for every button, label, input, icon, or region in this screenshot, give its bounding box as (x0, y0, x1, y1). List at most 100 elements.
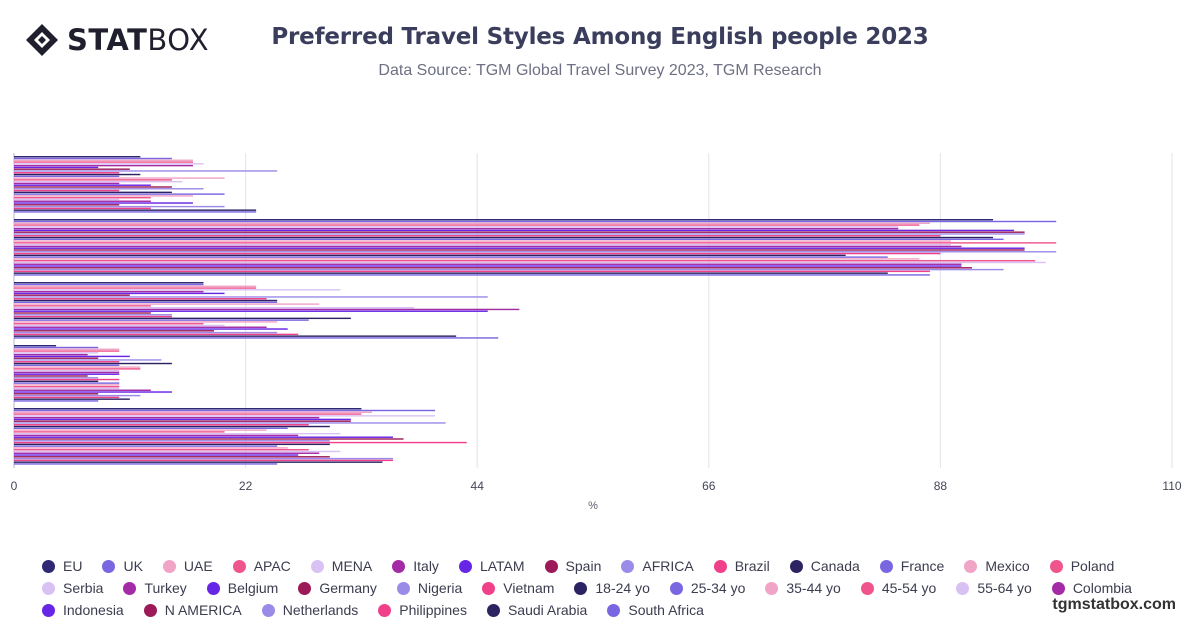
legend-item-uae[interactable]: UAE (162, 557, 213, 575)
bar-serbia-group-2[interactable] (14, 243, 951, 246)
bar-turkey-group-4[interactable] (14, 371, 120, 374)
bar-55-64-yo-group-2[interactable] (14, 261, 1046, 264)
bar-n-america-group-4[interactable] (14, 393, 99, 395)
bar-mexico-group-2[interactable] (14, 240, 951, 242)
bar-25-34-yo-group-1[interactable] (14, 193, 225, 195)
bar-18-24-yo-group-3[interactable] (14, 317, 351, 320)
bar-indonesia-group-3[interactable] (14, 328, 288, 330)
bar-25-34-yo-group-4[interactable] (14, 382, 120, 384)
bar-serbia-group-3[interactable] (14, 306, 415, 309)
bar-18-24-yo-group-4[interactable] (14, 380, 99, 383)
bar-france-group-2[interactable] (14, 238, 1004, 241)
brand-logo[interactable]: STATBOX (25, 22, 209, 58)
bar-serbia-group-1[interactable] (14, 180, 183, 183)
bar-uk-group-5[interactable] (14, 409, 436, 412)
bar-germany-group-2[interactable] (14, 249, 1025, 251)
bar-latam-group-1[interactable] (14, 166, 99, 169)
bar-france-group-5[interactable] (14, 427, 288, 430)
bar-25-34-yo-group-3[interactable] (14, 319, 309, 321)
legend-item-25-34-yo[interactable]: 25-34 yo (669, 579, 745, 597)
bar-mena-group-4[interactable] (14, 352, 99, 354)
bar-africa-group-4[interactable] (14, 359, 162, 361)
bar-latam-group-5[interactable] (14, 418, 351, 421)
legend-item-saudi-arabia[interactable]: Saudi Arabia (486, 601, 587, 619)
bar-germany-group-3[interactable] (14, 312, 151, 314)
legend-item-brazil[interactable]: Brazil (713, 557, 770, 575)
bar-uae-group-5[interactable] (14, 411, 372, 413)
bar-35-44-yo-group-3[interactable] (14, 321, 278, 323)
legend-item-35-44-yo[interactable]: 35-44 yo (765, 579, 841, 597)
bar-south-africa-group-1[interactable] (14, 211, 257, 213)
bar-nigeria-group-5[interactable] (14, 440, 330, 442)
bar-n-america-group-5[interactable] (14, 456, 330, 458)
bar-poland-group-3[interactable] (14, 305, 151, 307)
legend-item-nigeria[interactable]: Nigeria (396, 579, 462, 597)
bar-brazil-group-4[interactable] (14, 361, 120, 363)
bar-mena-group-2[interactable] (14, 226, 899, 228)
bar-colombia-group-2[interactable] (14, 263, 962, 265)
bar-uae-group-1[interactable] (14, 159, 193, 161)
legend-item-mena[interactable]: MENA (310, 557, 372, 575)
legend-item-mexico[interactable]: Mexico (964, 557, 1030, 575)
legend-item-colombia[interactable]: Colombia (1051, 579, 1132, 597)
bar-south-africa-group-5[interactable] (14, 463, 278, 465)
bar-france-group-1[interactable] (14, 175, 120, 178)
bar-colombia-group-1[interactable] (14, 200, 151, 202)
bar-canada-group-3[interactable] (14, 299, 278, 302)
bar-saudi-arabia-group-3[interactable] (14, 335, 457, 337)
bar-poland-group-4[interactable] (14, 368, 141, 370)
bar-35-44-yo-group-1[interactable] (14, 195, 193, 197)
bar-colombia-group-3[interactable] (14, 326, 267, 328)
bar-turkey-group-3[interactable] (14, 308, 520, 311)
bar-55-64-yo-group-5[interactable] (14, 450, 341, 453)
bar-latam-group-4[interactable] (14, 355, 130, 358)
bar-18-24-yo-group-5[interactable] (14, 443, 330, 446)
bar-italy-group-5[interactable] (14, 416, 320, 419)
bar-45-54-yo-group-3[interactable] (14, 322, 204, 325)
bar-philippines-group-1[interactable] (14, 207, 151, 210)
legend-item-france[interactable]: France (879, 557, 944, 575)
bar-belgium-group-1[interactable] (14, 184, 151, 186)
bar-uae-group-2[interactable] (14, 222, 930, 224)
bar-nigeria-group-2[interactable] (14, 251, 1057, 253)
bar-germany-group-5[interactable] (14, 438, 404, 440)
bar-indonesia-group-5[interactable] (14, 454, 299, 456)
bar-latam-group-3[interactable] (14, 292, 225, 295)
bar-canada-group-4[interactable] (14, 362, 172, 365)
bar-spain-group-3[interactable] (14, 294, 130, 296)
bar-indonesia-group-1[interactable] (14, 202, 193, 204)
bar-mexico-group-4[interactable] (14, 366, 141, 368)
bar-poland-group-5[interactable] (14, 431, 225, 433)
bar-uk-group-3[interactable] (14, 283, 204, 286)
bar-55-64-yo-group-4[interactable] (14, 387, 120, 390)
bar-nigeria-group-4[interactable] (14, 377, 99, 379)
bar-mexico-group-1[interactable] (14, 177, 225, 179)
bar-belgium-group-4[interactable] (14, 373, 120, 375)
bar-apac-group-1[interactable] (14, 161, 193, 163)
bar-vietnam-group-3[interactable] (14, 315, 172, 318)
bar-apac-group-5[interactable] (14, 413, 362, 415)
bar-eu-group-4[interactable] (14, 345, 57, 347)
bar-45-54-yo-group-5[interactable] (14, 448, 309, 451)
bar-poland-group-1[interactable] (14, 179, 172, 181)
bar-netherlands-group-2[interactable] (14, 268, 1004, 271)
bar-canada-group-5[interactable] (14, 425, 330, 428)
bar-saudi-arabia-group-5[interactable] (14, 461, 383, 463)
bar-apac-group-2[interactable] (14, 224, 920, 226)
bar-philippines-group-3[interactable] (14, 333, 299, 336)
bar-canada-group-2[interactable] (14, 236, 994, 239)
bar-vietnam-group-2[interactable] (14, 252, 941, 255)
bar-africa-group-3[interactable] (14, 296, 488, 298)
bar-france-group-3[interactable] (14, 301, 278, 304)
bar-mena-group-3[interactable] (14, 289, 341, 291)
bar-africa-group-2[interactable] (14, 233, 1025, 235)
bar-35-44-yo-group-5[interactable] (14, 447, 288, 449)
bar-35-44-yo-group-2[interactable] (14, 258, 920, 260)
bar-spain-group-5[interactable] (14, 420, 351, 422)
bar-25-34-yo-group-5[interactable] (14, 445, 278, 447)
bar-latam-group-2[interactable] (14, 229, 1015, 232)
bar-eu-group-1[interactable] (14, 156, 141, 158)
bar-nigeria-group-3[interactable] (14, 314, 172, 316)
bar-netherlands-group-5[interactable] (14, 457, 393, 460)
bar-turkey-group-2[interactable] (14, 245, 962, 248)
